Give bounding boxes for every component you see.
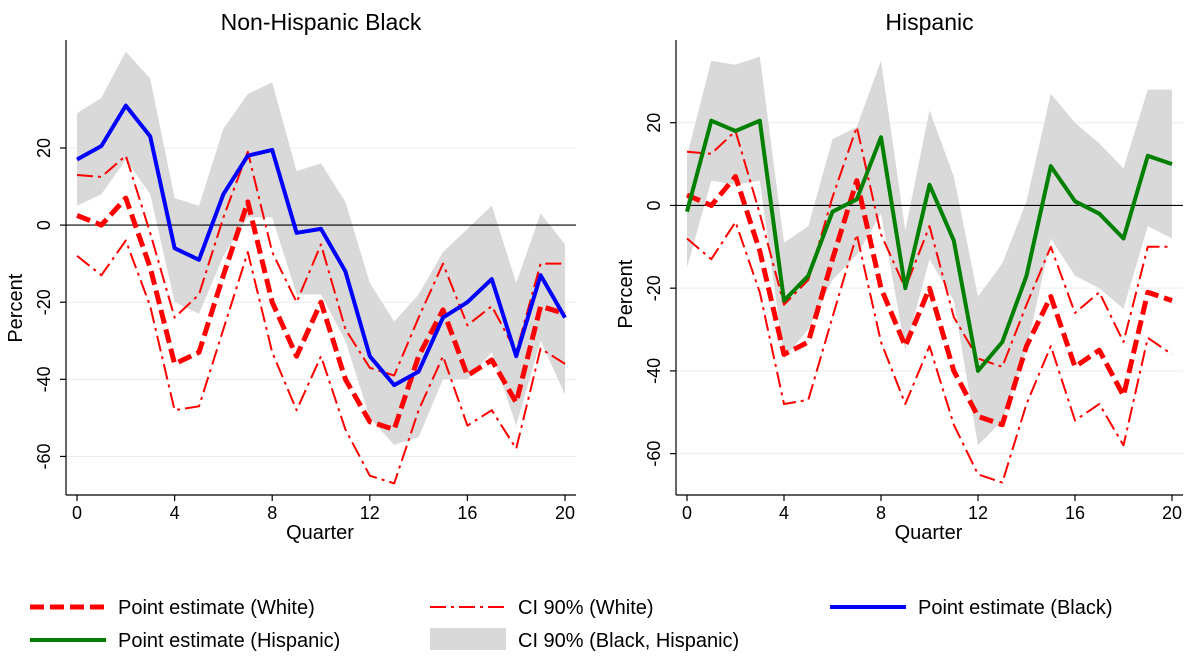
- legend-item-point-estimate-hispanic: Point estimate (Hispanic): [30, 630, 340, 652]
- y-tick-label: 0: [644, 200, 664, 210]
- x-axis-title: Quarter: [286, 522, 354, 544]
- series-line-point-estimate-white-0: [76, 195, 566, 432]
- legend-item-point-estimate-white: Point estimate (White): [30, 597, 315, 619]
- x-tick-label: 20: [1162, 503, 1182, 523]
- x-tick-label: 0: [72, 503, 82, 523]
- y-axis-title: Percent: [5, 273, 27, 342]
- ci-band-ci-90-black-hispanic: [77, 51, 565, 445]
- legend-item-point-estimate-black: Point estimate (Black): [830, 597, 1113, 619]
- legend-label: CI 90% (White): [518, 597, 654, 619]
- y-axis-title: Percent: [615, 259, 637, 328]
- y-tick-label: 20: [34, 138, 54, 158]
- y-tick-label: -20: [644, 275, 664, 301]
- panel-title: Hispanic: [885, 9, 973, 35]
- x-tick-label: 4: [779, 503, 789, 523]
- series-line-point-estimate-hispanic-3: [685, 118, 1173, 373]
- legend-label: Point estimate (Hispanic): [118, 630, 340, 652]
- series-line-point-estimate-white-0: [686, 174, 1173, 428]
- y-tick-label: 20: [644, 113, 664, 133]
- series-line-ci-90-white-2: [76, 239, 566, 485]
- panel-hispanic: Hispanic 0 4 8 12 16 20 Quarter -60 -40 -20 0 20 Perc…: [615, 9, 1183, 544]
- x-axis-title: Quarter: [895, 522, 963, 544]
- legend-label: Point estimate (White): [118, 597, 315, 619]
- x-tick-label: 16: [1065, 503, 1085, 523]
- y-tick-label: -60: [644, 441, 664, 467]
- panel-non-hispanic-black: Non-Hispanic Black 0 4 8 12 16 20 Quarter -60 -40…: [5, 9, 576, 544]
- x-tick-label: 16: [457, 503, 477, 523]
- x-tick-label: 4: [170, 503, 180, 523]
- series-line-ci-90-white-2: [686, 221, 1173, 484]
- y-tick-label: -20: [34, 289, 54, 315]
- x-tick-label: 20: [555, 503, 575, 523]
- legend-swatch: [430, 628, 506, 650]
- y-tick-label: -40: [34, 366, 54, 392]
- legend-label: CI 90% (Black, Hispanic): [518, 630, 739, 652]
- x-tick-label: 8: [876, 503, 886, 523]
- legend: Point estimate (White) CI 90% (White) Poin…: [30, 597, 1113, 652]
- x-tick-label: 12: [968, 503, 988, 523]
- legend-item-ci-90-black-hispanic: CI 90% (Black, Hispanic): [430, 628, 739, 652]
- x-tick-label: 0: [682, 503, 692, 523]
- y-tick-label: 0: [34, 220, 54, 230]
- panel-title: Non-Hispanic Black: [221, 9, 422, 35]
- x-tick-label: 8: [267, 503, 277, 523]
- series-line-ci-90-white-1: [76, 150, 565, 377]
- x-tick-label: 12: [360, 503, 380, 523]
- y-tick-label: -60: [34, 443, 54, 469]
- ci-band-ci-90-black-hispanic: [687, 56, 1172, 446]
- series-line-ci-90-white-1: [686, 125, 1172, 368]
- legend-label: Point estimate (Black): [918, 597, 1113, 619]
- series-line-point-estimate-black-3: [76, 103, 567, 388]
- y-tick-label: -40: [644, 358, 664, 384]
- legend-item-ci-90-white: CI 90% (White): [430, 597, 654, 619]
